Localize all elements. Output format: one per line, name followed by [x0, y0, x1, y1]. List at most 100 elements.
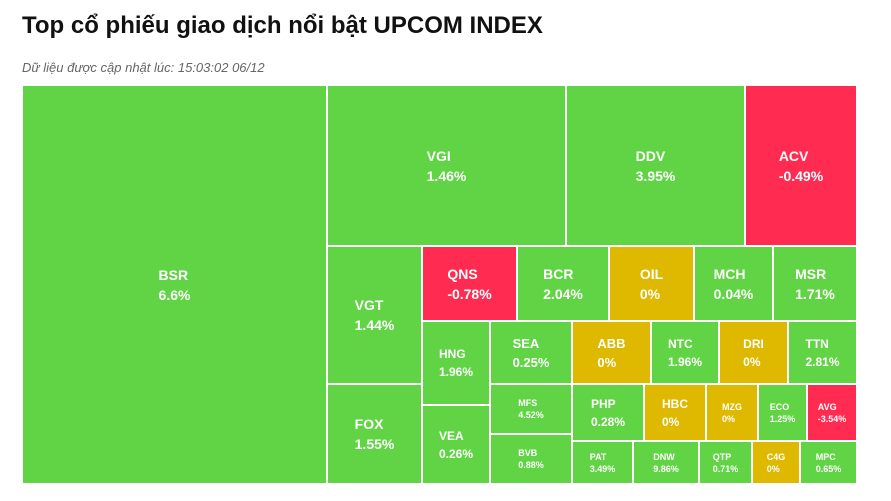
tile[interactable]: HNG 1.96%: [422, 321, 490, 405]
tile[interactable]: DNW 9.86%: [633, 441, 699, 484]
tile-label: SEA 0.25%: [513, 336, 550, 370]
tile-label: PAT 3.49%: [590, 452, 616, 474]
tile[interactable]: ECO 1.25%: [758, 384, 807, 441]
ticker: NTC: [667, 336, 693, 351]
ticker: MPC: [815, 451, 836, 462]
tile[interactable]: DDV 3.95%: [566, 85, 745, 246]
tile-label: MCH 0.04%: [714, 266, 754, 302]
change: 1.96%: [667, 354, 703, 369]
ticker: PHP: [590, 396, 616, 411]
tile[interactable]: FOX 1.55%: [327, 384, 422, 484]
ticker: DRI: [743, 336, 764, 351]
tile[interactable]: DRI 0%: [719, 321, 788, 384]
change: 2.04%: [543, 285, 583, 302]
tile[interactable]: SEA 0.25%: [490, 321, 572, 384]
ticker: SEA: [512, 335, 540, 351]
ticker: BCR: [543, 265, 574, 282]
change: 1.46%: [426, 167, 467, 184]
tile[interactable]: AVG -3.54%: [807, 384, 857, 441]
tile[interactable]: MSR 1.71%: [773, 246, 857, 321]
tile[interactable]: VGI 1.46%: [327, 85, 566, 246]
tile[interactable]: TTN 2.81%: [788, 321, 857, 384]
tile[interactable]: PAT 3.49%: [572, 441, 633, 484]
tile[interactable]: PHP 0.28%: [572, 384, 644, 441]
tile-label: DNW 9.86%: [653, 452, 679, 474]
tile[interactable]: ABB 0%: [572, 321, 651, 384]
change: 0.88%: [518, 460, 544, 470]
ticker: AVG: [817, 401, 837, 412]
change: 0%: [766, 463, 780, 474]
change: 6.6%: [158, 286, 191, 303]
change: 0%: [597, 354, 617, 370]
tile-label: TTN 2.81%: [805, 337, 839, 369]
change: -0.78%: [447, 285, 492, 302]
tile-label: C4G 0%: [767, 452, 786, 474]
tile-label: ABB 0%: [597, 336, 625, 370]
ticker: DNW: [653, 451, 675, 462]
change: 3.95%: [635, 167, 676, 184]
tile-label: PHP 0.28%: [591, 397, 625, 429]
tile[interactable]: OIL 0%: [609, 246, 694, 321]
tile[interactable]: BCR 2.04%: [517, 246, 609, 321]
tile[interactable]: ACV -0.49%: [745, 85, 857, 246]
change: 0.04%: [713, 285, 754, 302]
change: 1.25%: [769, 413, 796, 424]
change: 2.81%: [805, 354, 840, 369]
tile-label: OIL 0%: [640, 266, 663, 302]
tile-label: BSR 6.6%: [159, 267, 191, 303]
ticker: BSR: [158, 266, 189, 283]
ticker: OIL: [639, 265, 664, 282]
tile[interactable]: MFS 4.52%: [490, 384, 572, 434]
tile-label: FOX 1.55%: [355, 416, 395, 452]
tile-label: VGI 1.46%: [427, 148, 467, 184]
tile[interactable]: MZG 0%: [706, 384, 758, 441]
tile[interactable]: VGT 1.44%: [327, 246, 422, 384]
ticker: HNG: [438, 347, 466, 361]
change: -0.49%: [778, 167, 824, 184]
change: 0%: [722, 413, 736, 424]
tile[interactable]: HBC 0%: [644, 384, 706, 441]
tile-label: HNG 1.96%: [439, 347, 473, 379]
tile[interactable]: MPC 0.65%: [800, 441, 857, 484]
ticker: MFS: [518, 398, 538, 408]
change: 0.65%: [815, 463, 842, 474]
ticker: DDV: [635, 147, 666, 164]
tile-label: MFS 4.52%: [518, 398, 544, 420]
ticker: VEA: [438, 428, 464, 443]
tile-label: QTP 0.71%: [713, 452, 739, 474]
tile[interactable]: MCH 0.04%: [694, 246, 773, 321]
tile-label: VGT 1.44%: [355, 297, 395, 333]
tile-label: BVB 0.88%: [518, 448, 544, 470]
tile-label: BCR 2.04%: [543, 266, 583, 302]
tile[interactable]: VEA 0.26%: [422, 405, 490, 484]
tile[interactable]: QTP 0.71%: [699, 441, 752, 484]
ticker: C4G: [766, 451, 786, 462]
change: 0%: [639, 285, 661, 302]
tile[interactable]: QNS -0.78%: [422, 246, 517, 321]
change: 1.55%: [354, 436, 395, 452]
change: 9.86%: [653, 463, 679, 474]
tile[interactable]: NTC 1.96%: [651, 321, 719, 384]
tile[interactable]: C4G 0%: [752, 441, 800, 484]
tile[interactable]: BVB 0.88%: [490, 434, 572, 484]
ticker: ECO: [769, 401, 790, 412]
tile-label: DRI 0%: [743, 337, 764, 369]
tile-label: NTC 1.96%: [668, 337, 702, 369]
ticker: ABB: [597, 335, 626, 351]
tile-label: MSR 1.71%: [795, 266, 835, 302]
tile[interactable]: BSR 6.6%: [22, 85, 327, 484]
change: 0%: [662, 414, 680, 429]
ticker: QTP: [712, 451, 732, 462]
tile-label: ACV -0.49%: [779, 148, 823, 184]
ticker: FOX: [354, 416, 384, 432]
ticker: ACV: [778, 147, 809, 164]
change: 0.26%: [438, 446, 474, 461]
ticker: MZG: [722, 401, 742, 412]
tile-label: AVG -3.54%: [818, 402, 847, 424]
change: 1.96%: [438, 365, 474, 379]
ticker: QNS: [447, 265, 478, 282]
change: 4.52%: [518, 410, 544, 420]
tile-label: QNS -0.78%: [447, 266, 491, 302]
subtitle: Dữ liệu được cập nhật lúc: 15:03:02 06/1…: [22, 60, 265, 75]
